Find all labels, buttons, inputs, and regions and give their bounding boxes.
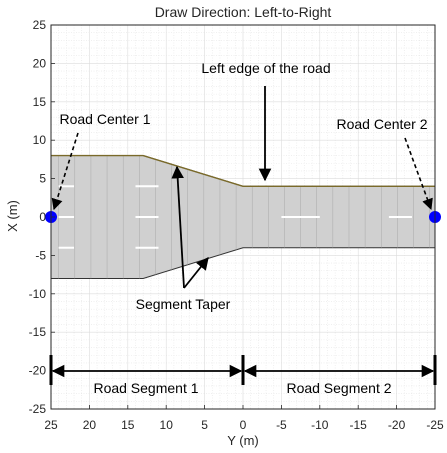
y-tick-label: -25 [29, 402, 47, 416]
left-edge-label: Left edge of the road [201, 60, 330, 76]
y-tick-label: -10 [29, 287, 47, 301]
taper-arrow-top [171, 165, 185, 289]
chart-title: Draw Direction: Left-to-Right [155, 4, 332, 20]
x-axis-label: Y (m) [227, 433, 259, 448]
y-axis-label: X (m) [5, 200, 20, 232]
y-tick-label: 10 [33, 133, 47, 147]
y-tick-label: 5 [39, 172, 46, 186]
x-tick-label: 0 [240, 418, 247, 432]
x-tick-label: -20 [388, 418, 406, 432]
x-tick-label: 5 [201, 418, 208, 432]
road-segment-1-label: Road Segment 1 [93, 380, 198, 396]
road-center-2-label: Road Center 2 [336, 116, 427, 132]
x-tick-label: 10 [160, 418, 174, 432]
road-left-edge [51, 154, 435, 187]
x-tick-label: -10 [311, 418, 329, 432]
road-center-1-label: Road Center 1 [59, 111, 150, 127]
annotations [49, 86, 437, 385]
y-tick-label: -5 [35, 248, 46, 262]
y-tick-label: -20 [29, 364, 47, 378]
road-center-2-arrow [404, 137, 433, 211]
road-center-1-arrow [51, 132, 79, 211]
y-tick-label: 15 [33, 95, 47, 109]
x-tick-label: -5 [276, 418, 287, 432]
x-tick-label: 25 [44, 418, 58, 432]
y-tick-label: 25 [33, 18, 47, 32]
x-tick-label: 20 [83, 418, 97, 432]
y-tick-label: -15 [29, 325, 47, 339]
tick-labels: 25 20 15 10 5 0 -5 -10 -15 -20 -25 25 20 15 10 5 0 -5 -10 -… [29, 18, 444, 432]
y-tick-label: 0 [39, 210, 46, 224]
road-segment-2-label: Road Segment 2 [286, 380, 391, 396]
taper-arrow-bottom [183, 257, 209, 289]
segment-taper-label: Segment Taper [136, 296, 231, 312]
x-tick-label: 15 [121, 418, 135, 432]
road [45, 154, 441, 279]
x-tick-label: -25 [426, 418, 444, 432]
x-tick-label: -15 [350, 418, 368, 432]
y-tick-label: 20 [33, 56, 47, 70]
